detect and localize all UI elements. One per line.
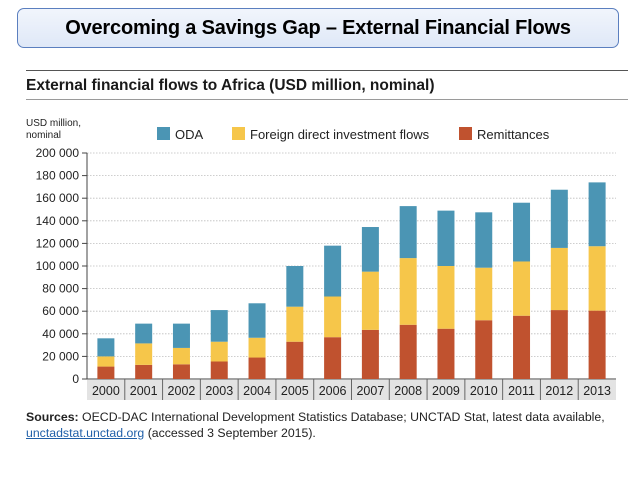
y-axis-unit-line1: USD million, xyxy=(26,118,82,129)
bar-foreign-direct-investment-flows-2004 xyxy=(248,337,266,358)
bar-remittances-2004 xyxy=(248,357,266,379)
bar-foreign-direct-investment-flows-2010 xyxy=(475,267,493,321)
sources-note: Sources: OECD-DAC International Developm… xyxy=(26,409,626,441)
title-rule xyxy=(26,99,628,100)
y-tick-label: 20 000 xyxy=(42,349,79,363)
x-tick-label: 2012 xyxy=(545,384,573,398)
bar-oda-2006 xyxy=(324,245,342,297)
x-tick-label: 2010 xyxy=(470,384,498,398)
bar-oda-2002 xyxy=(172,323,190,348)
bar-oda-2004 xyxy=(248,303,266,338)
bar-remittances-2013 xyxy=(588,310,606,379)
sources-suffix: (accessed 3 September 2015). xyxy=(144,426,316,440)
bar-remittances-2005 xyxy=(286,341,304,379)
y-tick-label: 0 xyxy=(72,372,79,386)
bar-oda-2001 xyxy=(135,323,153,344)
bar-foreign-direct-investment-flows-2003 xyxy=(210,341,228,362)
x-tick-label: 2005 xyxy=(281,384,309,398)
bar-remittances-2003 xyxy=(210,361,228,379)
bar-remittances-2010 xyxy=(475,320,493,379)
bar-foreign-direct-investment-flows-2006 xyxy=(324,296,342,338)
chart-title: External financial flows to Africa (USD … xyxy=(26,77,435,94)
y-tick-label: 80 000 xyxy=(42,282,79,296)
slide-title: Overcoming a Savings Gap – External Fina… xyxy=(65,16,571,39)
x-tick-label: 2009 xyxy=(432,384,460,398)
x-tick-label: 2003 xyxy=(205,384,233,398)
legend-swatch-oda xyxy=(157,127,170,140)
sources-text: OECD-DAC International Development Stati… xyxy=(78,410,605,424)
bar-remittances-2000 xyxy=(97,366,115,379)
bar-oda-2007 xyxy=(361,227,379,272)
bar-oda-2010 xyxy=(475,212,493,268)
y-tick-label: 140 000 xyxy=(36,214,80,228)
top-rule xyxy=(26,70,628,71)
bar-foreign-direct-investment-flows-2009 xyxy=(437,266,455,329)
y-tick-label: 200 000 xyxy=(36,146,80,160)
bar-foreign-direct-investment-flows-2002 xyxy=(172,347,190,365)
bar-oda-2012 xyxy=(550,189,568,248)
bar-remittances-2009 xyxy=(437,328,455,379)
x-tick-label: 2000 xyxy=(92,384,120,398)
y-tick-label: 100 000 xyxy=(36,259,80,273)
y-tick-label: 180 000 xyxy=(36,169,80,183)
bar-foreign-direct-investment-flows-2012 xyxy=(550,247,568,311)
bar-remittances-2007 xyxy=(361,329,379,379)
legend-label-oda: ODA xyxy=(175,127,204,142)
bar-remittances-2008 xyxy=(399,324,417,379)
legend-label-foreign-direct-investment-flows: Foreign direct investment flows xyxy=(250,127,430,142)
bar-foreign-direct-investment-flows-2001 xyxy=(135,343,153,365)
y-axis-unit-label: USD million, nominal xyxy=(26,118,81,142)
bar-remittances-2001 xyxy=(135,364,153,379)
legend-label-remittances: Remittances xyxy=(477,127,550,142)
legend-swatch-foreign-direct-investment-flows xyxy=(232,127,245,140)
bar-foreign-direct-investment-flows-2008 xyxy=(399,258,417,325)
bar-oda-2000 xyxy=(97,338,115,357)
bar-oda-2013 xyxy=(588,182,606,247)
x-tick-label: 2011 xyxy=(508,384,535,398)
bar-foreign-direct-investment-flows-2000 xyxy=(97,356,115,367)
slide-title-box: Overcoming a Savings Gap – External Fina… xyxy=(17,8,619,48)
y-tick-label: 40 000 xyxy=(42,327,79,341)
x-tick-label: 2006 xyxy=(319,384,347,398)
bar-oda-2005 xyxy=(286,266,304,307)
sources-label: Sources: xyxy=(26,410,79,424)
y-axis-unit-line2: nominal xyxy=(26,130,62,141)
bar-oda-2008 xyxy=(399,206,417,259)
x-tick-label: 2013 xyxy=(583,384,611,398)
bar-oda-2011 xyxy=(513,202,531,262)
bar-remittances-2002 xyxy=(172,364,190,379)
bar-foreign-direct-investment-flows-2007 xyxy=(361,271,379,330)
x-tick-label: 2001 xyxy=(130,384,158,398)
y-tick-label: 120 000 xyxy=(36,236,80,250)
bar-foreign-direct-investment-flows-2005 xyxy=(286,306,304,342)
x-tick-label: 2004 xyxy=(243,384,271,398)
bar-remittances-2006 xyxy=(324,337,342,379)
bar-oda-2009 xyxy=(437,210,455,266)
bar-foreign-direct-investment-flows-2011 xyxy=(513,261,531,316)
x-tick-label: 2007 xyxy=(356,384,384,398)
bar-remittances-2012 xyxy=(550,310,568,379)
bar-oda-2003 xyxy=(210,310,228,342)
x-tick-label: 2002 xyxy=(168,384,196,398)
bar-foreign-direct-investment-flows-2013 xyxy=(588,246,606,311)
y-tick-label: 160 000 xyxy=(36,191,80,205)
bar-remittances-2011 xyxy=(513,315,531,379)
legend-swatch-remittances xyxy=(459,127,472,140)
x-tick-label: 2008 xyxy=(394,384,422,398)
sources-link[interactable]: unctadstat.unctad.org xyxy=(26,426,145,440)
y-tick-label: 60 000 xyxy=(42,304,79,318)
